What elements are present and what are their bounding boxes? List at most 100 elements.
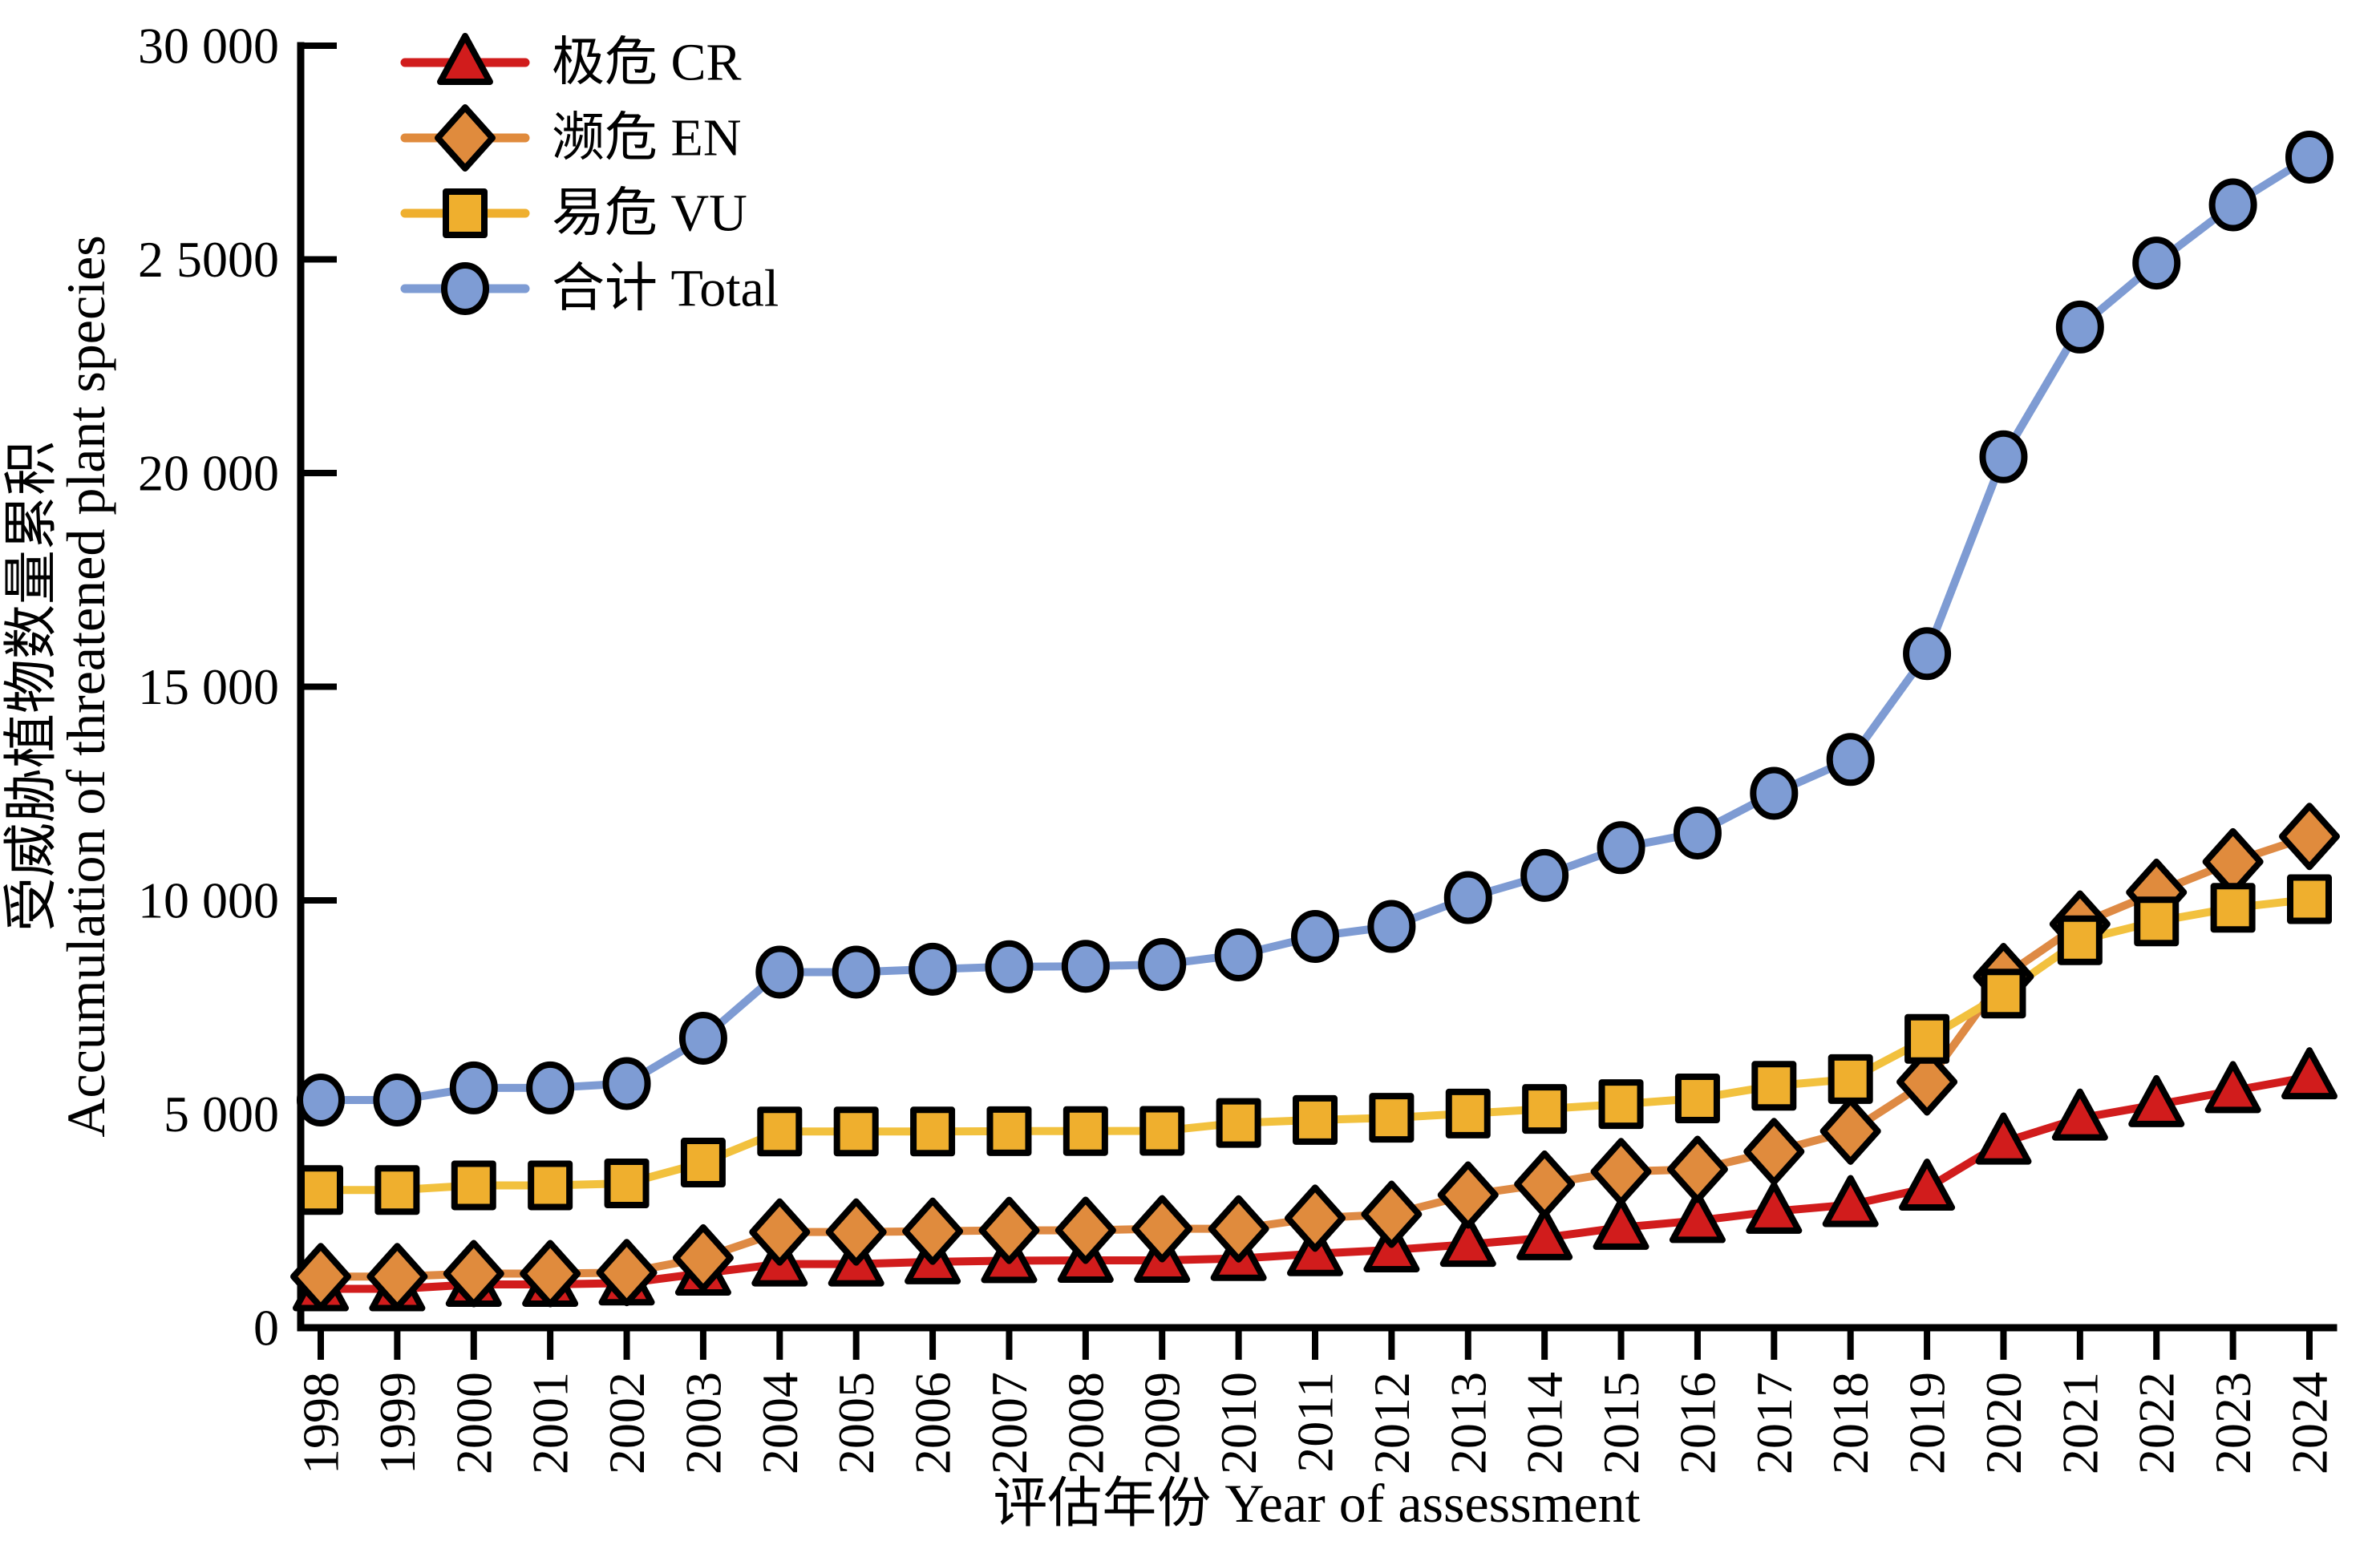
series-cr-marker <box>1746 1181 1803 1234</box>
series-vu-marker <box>833 1106 879 1157</box>
series-cr-marker <box>2051 1088 2108 1141</box>
legend-item-vu: 易危 VU <box>400 184 747 243</box>
x-tick-label: 2021 <box>2051 1372 2108 1474</box>
series-total-marker <box>373 1074 422 1127</box>
y-tick-label: 0 <box>253 1300 279 1357</box>
series-total-marker <box>678 1011 727 1065</box>
series-total-marker <box>449 1061 498 1114</box>
series-total-marker <box>1061 940 1110 993</box>
series-vu-marker <box>1674 1074 1720 1124</box>
x-tick-label: 2011 <box>1287 1372 1344 1473</box>
series-en-markers <box>290 803 2340 1311</box>
series-en-marker <box>1896 1048 1958 1116</box>
legend-item-en: 濒危 EN <box>400 104 741 172</box>
series-total-marker <box>1826 733 1875 787</box>
series-vu-marker <box>757 1106 803 1157</box>
series-en-marker <box>2279 803 2340 871</box>
series-vu-marker <box>1445 1088 1491 1138</box>
series-en-marker <box>1285 1184 1346 1252</box>
series-cr-marker <box>1439 1215 1496 1268</box>
y-tick-label: 20 000 <box>138 445 279 502</box>
series-en-marker <box>1743 1118 1805 1186</box>
x-tick-label: 2005 <box>828 1372 884 1474</box>
series-total-marker <box>2055 300 2104 354</box>
legend: 极危 CR 濒危 EN 易危 VU 合计 Total <box>400 33 779 318</box>
series-en-marker <box>1054 1196 1116 1264</box>
series-total-marker <box>1597 821 1645 875</box>
series-en-marker <box>443 1240 504 1308</box>
series-vu-marker <box>1904 1013 1950 1064</box>
x-tick-label: 2008 <box>1057 1372 1114 1474</box>
x-tick-label: 2007 <box>981 1372 1038 1474</box>
series-total-marker <box>1979 430 2028 483</box>
series-vu-marker <box>2134 896 2180 947</box>
series-vu-marker <box>528 1160 573 1211</box>
series-en-marker <box>978 1196 1040 1264</box>
x-tick-label: 1998 <box>293 1372 350 1474</box>
legend-square-icon <box>443 188 488 238</box>
x-tick-label: 2009 <box>1134 1372 1191 1474</box>
x-tick-label: 2003 <box>674 1372 731 1474</box>
x-axis-title: 评估年份 Year of assessment <box>993 1473 1640 1534</box>
series-total-marker <box>1138 937 1187 991</box>
series-en-marker <box>1514 1150 1576 1218</box>
series-en-marker <box>825 1198 887 1266</box>
series-en-marker <box>290 1243 351 1311</box>
series-total-marker <box>1367 900 1416 953</box>
series-cr-marker <box>1975 1112 2032 1165</box>
legend-triangle-icon <box>437 33 493 85</box>
x-tick-label: 2013 <box>1439 1372 1496 1474</box>
x-tick-label: 2017 <box>1746 1372 1803 1474</box>
series-total-marker <box>1291 909 1339 963</box>
series-cr-marker <box>1822 1175 1879 1227</box>
x-tick-label: 2022 <box>2128 1372 2185 1474</box>
series-vu-marker <box>604 1159 650 1209</box>
series-vu-marker <box>1598 1079 1644 1130</box>
series-en-marker <box>672 1223 734 1292</box>
x-tick-label: 2000 <box>445 1372 502 1474</box>
series-en-marker <box>1666 1135 1728 1203</box>
series-en-marker <box>1590 1138 1652 1206</box>
series-vu-marker <box>680 1138 726 1188</box>
y-tick-label: 30 000 <box>138 18 279 75</box>
series-vu-marker <box>1828 1054 1873 1104</box>
y-tick-label: 15 000 <box>138 658 279 715</box>
series-vu-marker <box>1216 1098 1261 1148</box>
series-total-marker <box>909 942 957 996</box>
series-vu-markers <box>298 874 2332 1215</box>
series-en-marker <box>1208 1195 1269 1263</box>
series-vu-marker <box>2057 915 2103 965</box>
y-tick-label: 2 5000 <box>138 231 279 288</box>
series-cr-marker <box>2128 1074 2185 1127</box>
legend-circle-icon <box>441 262 489 315</box>
series-cr-marker <box>2281 1047 2338 1100</box>
series-vu-marker <box>1369 1093 1415 1143</box>
series-total-marker <box>526 1061 575 1114</box>
series-vu-marker <box>374 1165 420 1215</box>
y-axis-title-en: Accumulation of threatened plant species <box>55 235 116 1137</box>
x-tick-label: 2016 <box>1669 1372 1726 1474</box>
series-total-marker <box>2208 178 2257 232</box>
x-tick-label: 2006 <box>905 1372 961 1474</box>
series-total-marker <box>1903 627 1952 681</box>
series-en-marker <box>749 1198 811 1266</box>
series-en-marker <box>902 1197 964 1265</box>
x-tick-label: 2018 <box>1822 1372 1879 1474</box>
series-vu-marker <box>2287 874 2332 924</box>
series-total-marker <box>602 1057 651 1110</box>
legend-item-label: 易危 VU <box>552 184 747 243</box>
series-total-marker <box>2132 237 2181 290</box>
x-tick-label: 1999 <box>369 1372 426 1474</box>
x-tick-label: 2024 <box>2281 1372 2338 1474</box>
y-tick-label: 5 000 <box>164 1086 279 1143</box>
x-tick-label: 2010 <box>1210 1372 1267 1474</box>
series-total-marker <box>755 945 804 999</box>
series-total-marker <box>985 940 1034 993</box>
series-total-marker <box>1673 806 1722 859</box>
x-tick-label: 2019 <box>1899 1372 1956 1474</box>
series-vu-marker <box>451 1160 496 1211</box>
series-vu-marker <box>1751 1061 1797 1111</box>
series-en-marker <box>1819 1097 1881 1165</box>
